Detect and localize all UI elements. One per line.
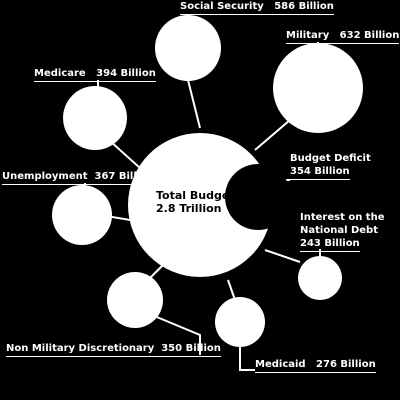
medicare-label: Medicare 394 Billion	[34, 68, 156, 82]
military-label: Military 632 Billion	[286, 30, 400, 44]
budget-deficit-title: Budget Deficit	[290, 153, 371, 164]
medicare-bubble	[63, 86, 127, 150]
leader-non-military	[139, 309, 201, 355]
military-bubble	[273, 43, 363, 133]
budget-deficit-bubble	[225, 164, 291, 230]
leader-medicaid	[239, 345, 255, 371]
connector-medicaid	[227, 279, 236, 301]
medicaid-bubble	[215, 297, 265, 347]
social-security-bubble	[155, 15, 221, 81]
budget-deficit-value: 354 Billion	[290, 166, 350, 180]
connector-military	[254, 119, 291, 151]
connector-interest	[264, 249, 301, 263]
total-budget-bubble	[128, 133, 272, 277]
interest-label-line3: 243 Billion	[300, 238, 360, 252]
interest-label-line2: National Debt	[300, 225, 378, 236]
social-security-label: Social Security 586 Billion	[180, 1, 334, 15]
non-military-bubble	[107, 272, 163, 328]
connector-social-security	[187, 79, 201, 129]
non-military-label: Non Military Discretionary 350 Billion	[6, 343, 221, 357]
interest-label-line1: Interest on the	[300, 212, 385, 223]
interest-bubble	[298, 256, 342, 300]
medicaid-label: Medicaid 276 Billion	[255, 359, 376, 373]
unemployment-bubble	[52, 185, 112, 245]
total-budget-value: 2.8 Trillion	[156, 202, 222, 215]
total-budget-title: Total Budget	[156, 189, 235, 202]
unemployment-label: Unemployment 367 Billion	[2, 171, 155, 185]
